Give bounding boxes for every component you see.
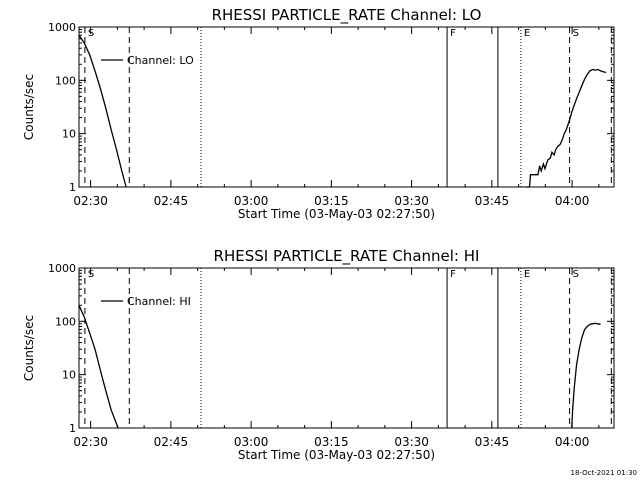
- y-tick-label: 100: [55, 315, 76, 328]
- y-tick-label: 100: [55, 74, 76, 87]
- x-tick-label: 03:30: [394, 435, 429, 449]
- y-axis-label: Counts/sec: [22, 74, 36, 140]
- x-tick-label: 02:30: [73, 435, 108, 449]
- x-tick-label: 03:45: [475, 194, 510, 208]
- chart-panel-hi: RHESSI PARTICLE_RATE Channel: HI 1 10 100 10…: [22, 247, 615, 462]
- plot-frame: [78, 267, 615, 429]
- y-tick-label: 1: [69, 422, 76, 435]
- x-tick-label: 04:00: [555, 435, 590, 449]
- x-tick-label: 03:45: [475, 435, 510, 449]
- event-marker-label: S: [573, 28, 579, 39]
- y-tick-label: 10: [62, 369, 76, 382]
- x-tick-label: 03:00: [234, 435, 269, 449]
- data-series-line: [525, 68, 607, 188]
- event-marker-label: S: [88, 28, 94, 39]
- event-marker-label: F: [450, 28, 456, 39]
- y-axis-label: Counts/sec: [22, 315, 36, 381]
- x-tick-label: 03:15: [314, 194, 349, 208]
- x-tick-label: 03:00: [234, 194, 269, 208]
- y-tick-label: 1: [69, 181, 76, 194]
- legend-label: Channel: HI: [127, 295, 191, 308]
- x-tick-label: 02:45: [154, 435, 189, 449]
- x-tick-label: 03:15: [314, 435, 349, 449]
- chart-title: RHESSI PARTICLE_RATE Channel: HI: [214, 247, 480, 266]
- chart-title: RHESSI PARTICLE_RATE Channel: LO: [212, 6, 482, 25]
- y-tick-label: 10: [62, 128, 76, 141]
- x-axis-label: Start Time (03-May-03 02:27:50): [238, 448, 435, 462]
- event-marker-label: E: [524, 269, 530, 280]
- data-series-line: [78, 305, 119, 429]
- plot-frame: [78, 26, 615, 188]
- x-tick-label: 03:30: [394, 194, 429, 208]
- event-marker-label: S: [573, 269, 579, 280]
- x-tick-label: 02:45: [154, 194, 189, 208]
- x-axis-label: Start Time (03-May-03 02:27:50): [238, 207, 435, 221]
- legend-label: Channel: LO: [127, 54, 194, 67]
- x-tick-label: 02:30: [73, 194, 108, 208]
- y-tick-label: 1000: [48, 21, 76, 34]
- x-tick-label: 04:00: [555, 194, 590, 208]
- data-series-line: [78, 34, 127, 188]
- event-marker-label: E: [524, 28, 530, 39]
- event-marker-label: S: [88, 269, 94, 280]
- data-series-line: [571, 322, 601, 429]
- footer-timestamp: 18-Oct-2021 01:30: [571, 469, 637, 477]
- y-tick-label: 1000: [48, 262, 76, 275]
- event-marker-label: F: [450, 269, 456, 280]
- chart-panel-lo: RHESSI PARTICLE_RATE Channel: LO 1 10 100 10…: [22, 6, 615, 221]
